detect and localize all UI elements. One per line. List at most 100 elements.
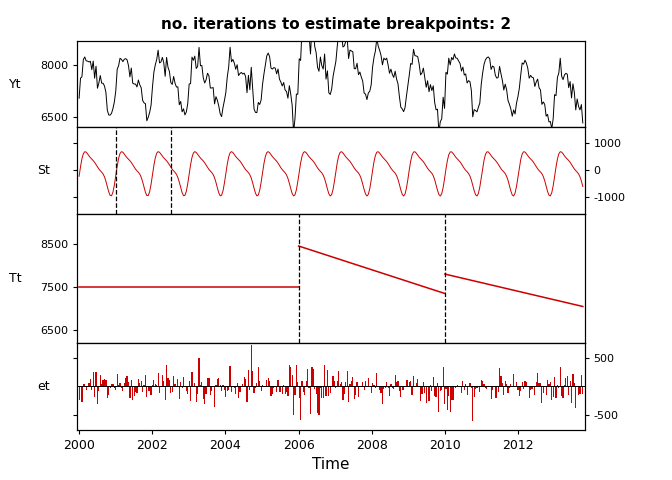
Bar (292, 375, 293, 386)
Bar (386, 382, 387, 386)
Bar (95, 372, 97, 386)
Bar (169, 380, 170, 386)
Bar (145, 375, 146, 386)
Bar (139, 383, 140, 386)
Bar (249, 386, 251, 390)
Bar (239, 386, 241, 392)
Bar (253, 386, 255, 393)
Bar (183, 377, 184, 386)
Bar (482, 381, 483, 386)
Bar (101, 384, 102, 386)
Bar (314, 386, 315, 389)
Bar (578, 386, 579, 395)
Bar (271, 386, 273, 394)
Bar (372, 384, 373, 386)
Bar (234, 386, 235, 388)
Bar (324, 365, 325, 386)
Bar (335, 386, 337, 388)
Bar (238, 386, 239, 398)
Bar (181, 386, 183, 388)
Bar (523, 386, 524, 389)
Bar (455, 386, 456, 388)
Bar (167, 378, 169, 386)
Bar (454, 385, 455, 386)
Bar (79, 386, 80, 400)
Bar (575, 386, 577, 408)
Bar (488, 386, 489, 387)
Bar (198, 358, 200, 386)
Bar (464, 386, 465, 390)
Bar (532, 386, 533, 389)
Bar (537, 372, 538, 386)
Bar (221, 386, 222, 391)
Bar (546, 386, 547, 395)
Bar (544, 386, 545, 387)
Bar (390, 384, 392, 386)
Bar (347, 372, 348, 386)
Bar (519, 386, 520, 396)
Bar (85, 386, 87, 390)
Bar (114, 386, 115, 388)
Bar (521, 382, 523, 386)
Bar (506, 384, 507, 386)
Bar (431, 386, 433, 391)
Bar (581, 375, 582, 386)
Bar (166, 365, 167, 386)
Bar (443, 367, 444, 386)
Bar (110, 386, 111, 388)
Bar (125, 378, 126, 386)
Bar (257, 368, 259, 386)
Bar (184, 386, 185, 387)
Bar (561, 386, 562, 396)
Bar (297, 383, 298, 386)
Bar (503, 386, 505, 395)
Bar (448, 386, 450, 396)
Bar (569, 381, 571, 386)
Bar (424, 386, 425, 394)
Bar (550, 382, 551, 386)
Bar (368, 378, 369, 386)
Bar (462, 382, 464, 386)
Bar (229, 366, 230, 386)
Bar (411, 386, 413, 395)
Bar (294, 386, 296, 395)
Bar (339, 384, 341, 386)
Bar (513, 374, 514, 386)
Bar (361, 386, 362, 387)
Bar (370, 386, 372, 393)
Bar (565, 378, 566, 386)
Bar (417, 379, 419, 386)
Bar (547, 380, 548, 386)
Bar (112, 384, 114, 386)
Text: no. iterations to estimate breakpoints: 2: no. iterations to estimate breakpoints: … (161, 17, 511, 32)
Bar (353, 386, 355, 399)
Bar (450, 386, 451, 412)
Bar (304, 386, 306, 395)
Bar (452, 386, 454, 400)
Bar (543, 386, 544, 393)
Bar (551, 386, 552, 400)
Bar (383, 386, 384, 389)
Bar (290, 367, 292, 386)
Bar (283, 385, 284, 386)
Bar (122, 386, 124, 391)
Bar (296, 365, 297, 386)
Bar (276, 386, 278, 392)
Bar (289, 365, 290, 386)
Bar (447, 386, 448, 410)
Bar (348, 386, 349, 402)
Bar (430, 385, 431, 386)
Bar (310, 386, 311, 415)
Bar (269, 381, 270, 386)
Bar (193, 386, 194, 387)
Bar (548, 384, 550, 386)
Bar (393, 386, 394, 389)
Bar (410, 381, 411, 386)
Bar (97, 386, 98, 404)
Bar (192, 372, 193, 386)
Bar (111, 384, 112, 386)
Bar (259, 381, 260, 386)
Bar (413, 376, 414, 386)
Bar (491, 386, 492, 399)
Y-axis label: Yt: Yt (9, 77, 22, 91)
